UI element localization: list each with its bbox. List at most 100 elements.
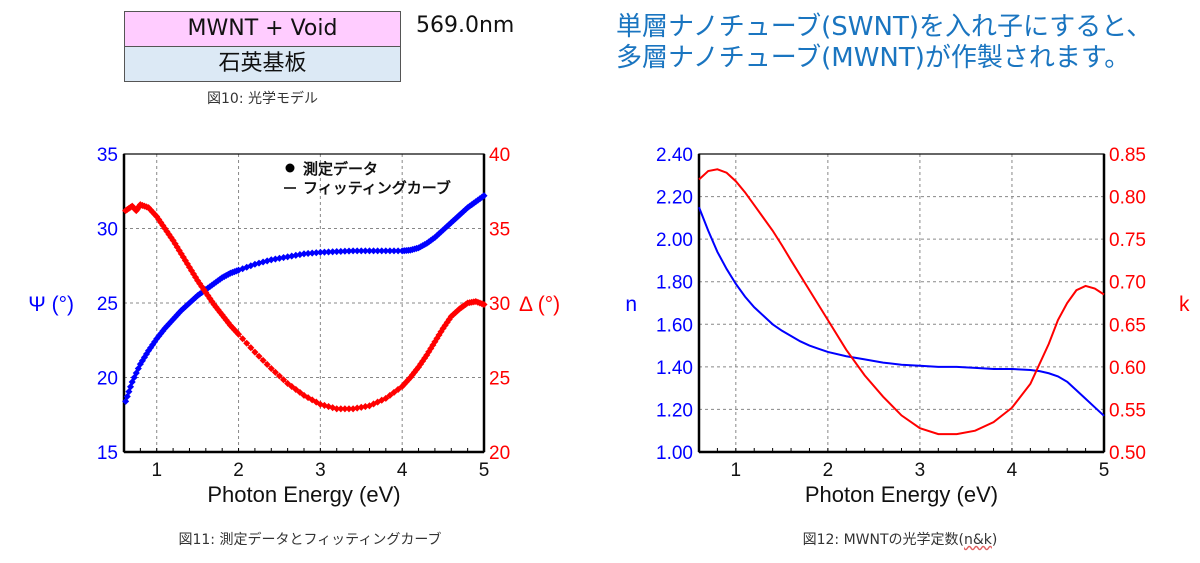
x-tick-label: 4 [1007,460,1018,481]
x-tick-label: 2 [233,460,244,481]
layer-thickness: 569.0nm [416,13,515,38]
data-point-Δ [247,344,255,352]
data-point-Ψ [337,247,345,255]
y2-tick-label: 25 [489,369,510,390]
series-line-n [698,206,1105,417]
data-point-Ψ [325,248,333,256]
data-point-Δ [255,352,263,360]
data-point-Ψ [316,248,324,256]
data-point-Δ [280,376,288,384]
y2-tick-label: 0.75 [1109,230,1146,251]
y2-tick-label: 0.85 [1109,145,1146,166]
x-tick-label: 3 [915,460,926,481]
data-point-Ψ [308,249,316,257]
data-point-Ψ [329,248,337,256]
figure-12-caption-suffix: ) [991,532,998,548]
figure-11-caption: 図11: 測定データとフィッティングカーブ [178,532,442,548]
data-point-Δ [259,356,267,364]
y-tick-label: 1.40 [656,358,693,379]
y-tick-label: 20 [97,369,118,390]
data-point-Ψ [349,247,357,255]
x-tick-label: 4 [397,460,408,481]
data-point-Ψ [353,247,361,255]
data-point-Ψ [386,247,394,255]
x-tick-label: 1 [151,460,162,481]
y-tick-label: 1.60 [656,315,693,336]
legend-marker-dot [285,163,295,173]
data-point-Δ [333,405,341,413]
data-point-Ψ [300,250,308,258]
data-point-Ψ [378,247,386,255]
y2-tick-label: 0.70 [1109,273,1146,294]
x-axis-title: Photon Energy (eV) [805,482,998,507]
y2-tick-label: 0.50 [1109,443,1146,464]
data-point-Δ [480,300,488,309]
y-tick-label: 15 [97,443,118,464]
data-point-Δ [271,368,279,376]
data-point-Ψ [320,248,328,256]
data-point-Δ [243,339,251,347]
y2-tick-label: 0.60 [1109,358,1146,379]
data-point-Δ [251,348,259,356]
x-tick-label: 3 [315,460,326,481]
data-point-Ψ [345,247,353,255]
y2-tick-label: 20 [489,443,510,464]
chart-11 [122,153,488,454]
y2-tick-label: 0.65 [1109,315,1146,336]
data-point-Δ [341,405,349,413]
y2-tick-label: 40 [489,145,510,166]
y-tick-label: 2.20 [656,188,693,209]
data-point-Ψ [361,247,369,255]
y-tick-label: 2.00 [656,230,693,251]
data-point-Ψ [365,247,373,255]
y-tick-label: 1.00 [656,443,693,464]
y-axis-title: n [625,293,637,316]
x-tick-label: 5 [479,460,490,481]
figure-12-caption: 図12: MWNTの光学定数(n&k) [640,529,1160,549]
layer-quartz-substrate: 石英基板 [124,46,401,82]
data-point-Ψ [357,247,365,255]
data-point-Ψ [382,247,390,255]
data-point-Ψ [394,247,402,255]
data-point-Δ [235,330,243,338]
y-axis-title: Ψ (°) [28,293,74,316]
x-tick-label: 1 [731,460,742,481]
x-tick-label: 2 [823,460,834,481]
y-tick-label: 35 [97,145,118,166]
y2-axis-title: k [1179,293,1190,316]
y2-tick-label: 0.55 [1109,400,1146,421]
y-tick-label: 25 [97,294,118,315]
data-point-Ψ [333,248,341,256]
y2-tick-label: 0.80 [1109,188,1146,209]
x-axis-title: Photon Energy (eV) [207,482,400,507]
y-tick-label: 2.40 [656,145,693,166]
data-point-Ψ [312,249,320,257]
data-point-Ψ [370,247,378,255]
legend-label: 測定データ [303,160,378,178]
legend-label: フィッティングカーブ [303,179,451,197]
data-point-Δ [239,335,247,343]
y2-tick-label: 35 [489,220,510,241]
data-point-Ψ [390,247,398,255]
data-point-Ψ [374,247,382,255]
x-tick-label: 5 [1099,460,1110,481]
data-point-Δ [275,372,283,380]
data-point-Δ [345,405,353,413]
data-point-Δ [337,405,345,413]
figure-10-caption: 図10: 光学モデル [207,91,318,107]
plot-frame [698,153,1105,453]
figure-12-caption-nk: n&k [964,532,992,548]
data-point-Ψ [480,192,488,200]
y-tick-label: 30 [97,220,118,241]
layer-mwnt-void: MWNT + Void [124,11,401,47]
series-line-Ψ [125,195,485,402]
figure-12-caption-prefix: 図12: MWNTの光学定数( [802,532,964,548]
y-tick-label: 1.80 [656,273,693,294]
series-line-Δ [125,204,485,410]
data-point-Ψ [304,249,312,257]
y-tick-label: 1.20 [656,400,693,421]
note-text: 単層ナノチューブ(SWNT)を入れ子にすると、多層ナノチューブ(MWNT)が作製… [616,12,1153,73]
series-line-k [698,168,1105,436]
y2-tick-label: 30 [489,294,510,315]
